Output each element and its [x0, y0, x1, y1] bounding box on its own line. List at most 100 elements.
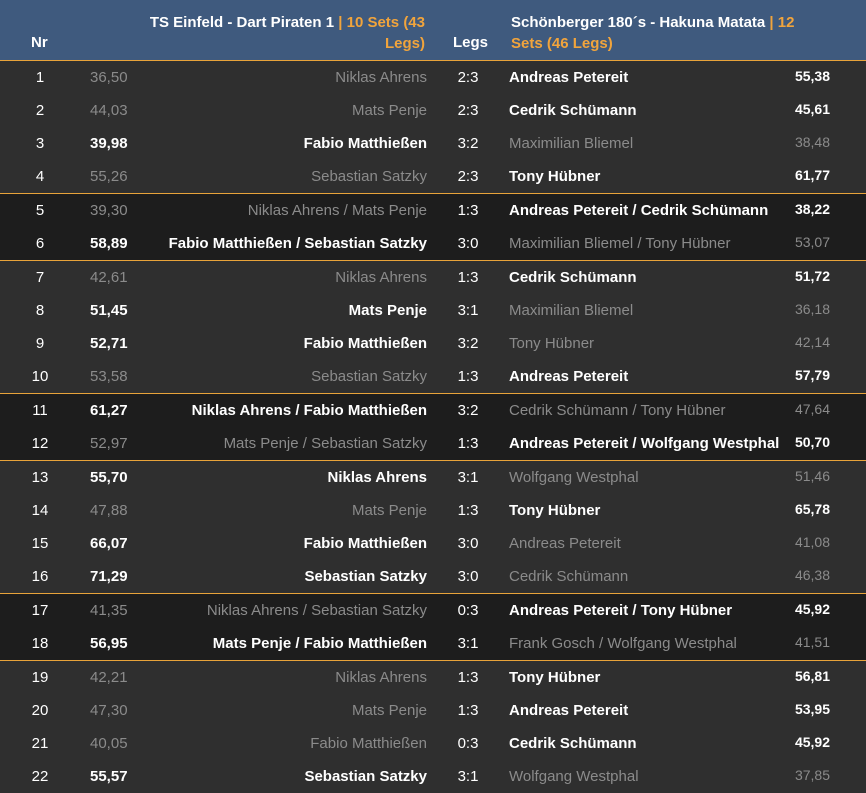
home-average: 52,71	[90, 335, 128, 352]
table-row: 5 39,30 Niklas Ahrens / Mats Penje 1:3 Andre…	[0, 194, 866, 227]
legs-score: 0:3	[457, 602, 479, 619]
match-block: 1 36,50 Niklas Ahrens 2:3 Andreas Petereit 55…	[0, 61, 866, 193]
away-player: Andreas Petereit	[509, 69, 629, 86]
away-average: 55,38	[794, 68, 830, 84]
table-row: 7 42,61 Niklas Ahrens 1:3 Cedrik Schümann 51,…	[0, 261, 866, 294]
match-number: 17	[31, 602, 49, 619]
legs-score: 1:3	[457, 269, 479, 286]
home-player: Niklas Ahrens / Mats Penje	[247, 202, 427, 219]
away-player: Maximilian Bliemel	[509, 135, 634, 152]
away-average: 51,46	[794, 468, 830, 484]
table-row: 22 55,57 Sebastian Satzky 3:1 Wolfgang Westp…	[0, 760, 866, 793]
legs-score: 3:1	[457, 635, 479, 652]
home-average: 71,29	[90, 568, 128, 585]
home-player: Mats Penje	[351, 102, 427, 119]
home-player: Niklas Ahrens / Fabio Matthießen	[191, 402, 427, 419]
home-average: 42,21	[90, 669, 128, 686]
match-number: 5	[35, 202, 45, 219]
legs-score: 3:0	[457, 535, 479, 552]
match-number: 22	[31, 768, 49, 785]
table-row: 9 52,71 Fabio Matthießen 3:2 Tony Hübner 42,1…	[0, 327, 866, 360]
header-away-team: Schönberger 180´s - Hakuna Matata | 12 S…	[511, 12, 811, 54]
table-row: 2 44,03 Mats Penje 2:3 Cedrik Schümann 45,61	[0, 94, 866, 127]
table-row: 3 39,98 Fabio Matthießen 3:2 Maximilian Blie…	[0, 127, 866, 160]
home-player: Mats Penje	[351, 702, 427, 719]
legs-score: 3:1	[457, 469, 479, 486]
home-average: 51,45	[90, 302, 128, 319]
home-average: 66,07	[90, 535, 128, 552]
away-player: Maximilian Bliemel	[509, 302, 634, 319]
home-player: Sebastian Satzky	[304, 568, 427, 585]
away-player: Tony Hübner	[509, 502, 601, 519]
table-row: 10 53,58 Sebastian Satzky 1:3 Andreas Petere…	[0, 360, 866, 393]
match-block: 17 41,35 Niklas Ahrens / Sebastian Satzky 0…	[0, 593, 866, 660]
legs-score: 3:2	[457, 135, 479, 152]
match-block: 19 42,21 Niklas Ahrens 1:3 Tony Hübner 56,81 2…	[0, 660, 866, 793]
home-team-name: TS Einfeld - Dart Piraten 1	[149, 14, 335, 31]
home-average: 47,88	[90, 502, 128, 519]
away-average: 45,92	[794, 734, 830, 750]
away-player: Wolfgang Westphal	[509, 469, 639, 486]
away-average: 56,81	[794, 668, 830, 684]
home-average: 40,05	[90, 735, 128, 752]
legs-score: 2:3	[457, 69, 479, 86]
home-average: 61,27	[90, 402, 128, 419]
home-average: 39,98	[90, 135, 128, 152]
table-row: 17 41,35 Niklas Ahrens / Sebastian Satzky 0…	[0, 594, 866, 627]
home-player: Sebastian Satzky	[304, 768, 427, 785]
away-player: Cedrik Schümann / Tony Hübner	[509, 402, 726, 419]
table-row: 14 47,88 Mats Penje 1:3 Tony Hübner 65,78	[0, 494, 866, 527]
match-number: 16	[31, 568, 49, 585]
home-average: 44,03	[90, 102, 128, 119]
table-row: 6 58,89 Fabio Matthießen / Sebastian Satzk…	[0, 227, 866, 260]
match-number: 11	[32, 402, 48, 419]
table-row: 21 40,05 Fabio Matthießen 0:3 Cedrik Schüman…	[0, 727, 866, 760]
away-team-name: Schönberger 180´s - Hakuna Matata	[511, 14, 766, 31]
table-row: 1 36,50 Niklas Ahrens 2:3 Andreas Petereit 55…	[0, 61, 866, 94]
home-player: Niklas Ahrens / Sebastian Satzky	[206, 602, 427, 619]
legs-score: 0:3	[457, 735, 479, 752]
away-player: Tony Hübner	[509, 669, 601, 686]
legs-score: 2:3	[457, 102, 479, 119]
away-player: Frank Gosch / Wolfgang Westphal	[509, 635, 737, 652]
match-number: 1	[35, 69, 45, 86]
away-player: Andreas Petereit	[509, 702, 629, 719]
away-player: Cedrik Schümann	[509, 568, 629, 585]
match-number: 15	[31, 535, 49, 552]
away-average: 38,22	[794, 201, 830, 217]
away-player: Andreas Petereit	[509, 535, 621, 552]
match-table-body: 1 36,50 Niklas Ahrens 2:3 Andreas Petereit 55…	[0, 61, 866, 793]
home-player: Niklas Ahrens	[327, 469, 428, 486]
home-average: 36,50	[90, 69, 128, 86]
home-player: Niklas Ahrens	[335, 269, 427, 286]
legs-score: 1:3	[457, 368, 479, 385]
away-player: Tony Hübner	[509, 168, 601, 185]
home-average: 53,58	[90, 368, 128, 385]
away-player: Wolfgang Westphal	[509, 768, 639, 785]
home-average: 55,26	[90, 168, 128, 185]
away-average: 61,77	[794, 167, 830, 183]
table-row: 4 55,26 Sebastian Satzky 2:3 Tony Hübner 61,7…	[0, 160, 866, 193]
header-legs: Legs	[453, 34, 489, 51]
match-number: 9	[35, 335, 45, 352]
table-row: 16 71,29 Sebastian Satzky 3:0 Cedrik Schüman…	[0, 560, 866, 593]
match-number: 13	[31, 469, 49, 486]
table-row: 12 52,97 Mats Penje / Sebastian Satzky 1:3 A…	[0, 427, 866, 460]
away-average: 51,72	[794, 268, 830, 284]
table-row: 8 51,45 Mats Penje 3:1 Maximilian Bliemel 36,…	[0, 294, 866, 327]
home-player: Fabio Matthießen	[303, 135, 427, 152]
header-nr: Nr	[31, 34, 48, 51]
away-player: Andreas Petereit / Cedrik Schümann	[509, 202, 769, 219]
away-sets-summary: 12 Sets (46 Legs)	[511, 14, 795, 52]
match-number: 18	[31, 635, 49, 652]
match-number: 7	[35, 269, 45, 286]
away-average: 41,08	[794, 534, 830, 550]
away-average: 42,14	[794, 334, 830, 350]
away-player: Cedrik Schümann	[509, 269, 637, 286]
away-player: Cedrik Schümann	[509, 735, 637, 752]
away-separator: |	[769, 14, 774, 31]
legs-score: 1:3	[457, 702, 479, 719]
match-number: 8	[35, 302, 45, 319]
table-header: Nr TS Einfeld - Dart Piraten 1 | 10 Sets…	[0, 0, 866, 61]
match-number: 21	[31, 735, 49, 752]
